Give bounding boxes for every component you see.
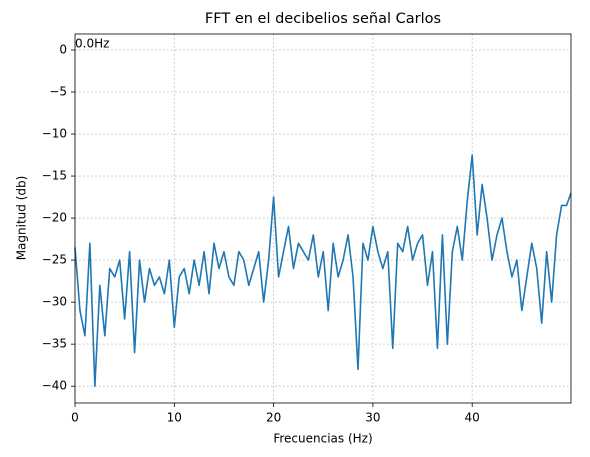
x-tick-label: 10 [167,411,182,425]
y-tick-label: −15 [42,169,67,183]
x-tick-label: 20 [266,411,281,425]
x-axis-label: Frecuencias (Hz) [273,432,372,446]
x-tick-label: 0 [71,411,79,425]
plot-frame [74,33,572,404]
y-tick-label: 0 [59,42,67,56]
x-tick-label: 40 [465,411,480,425]
chart-title: FFT en el decibelios señal Carlos [205,11,441,27]
y-axis-label: Magnitud (db) [15,176,29,261]
data-line [74,154,572,387]
y-tick-label: −10 [42,127,67,141]
x-tick-label: 30 [365,411,380,425]
y-tick-label: −40 [42,379,67,393]
y-tick-label: −5 [49,84,67,98]
y-tick-label: −35 [42,337,67,351]
y-tick-label: −25 [42,253,67,267]
y-tick-label: −20 [42,211,67,225]
annotation: 0.0Hz [75,36,109,50]
y-tick-label: −30 [42,295,67,309]
